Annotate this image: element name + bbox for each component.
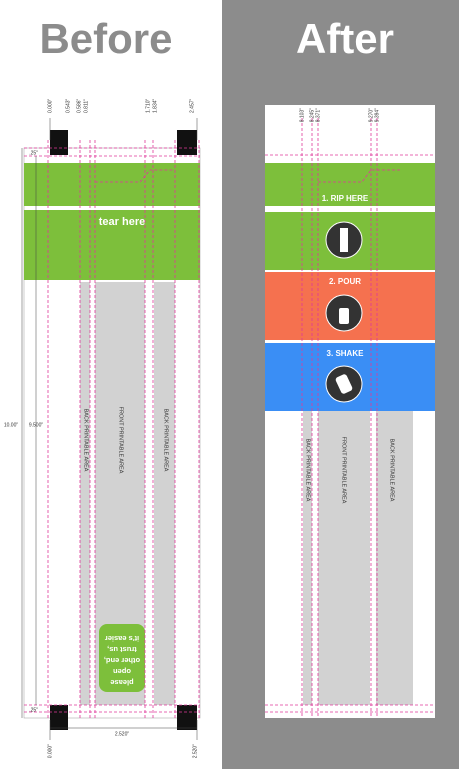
green-band (24, 210, 200, 280)
back-area (154, 282, 175, 705)
step-label: 3. SHAKE (327, 349, 365, 358)
dim-label: 2.457" (189, 98, 195, 113)
dim-label: 2.520" (192, 744, 198, 759)
dim-label: 0.811" (83, 99, 89, 113)
dim-label: .25" (29, 150, 38, 156)
before-diagram: tear here BACK PRINTABLE AREA FRONT PRIN… (4, 98, 201, 759)
after-diagram: 1. RIP HERE 2. POUR 3. SHAKE BACK PRINTA… (265, 105, 435, 718)
back-area (303, 411, 312, 705)
tear-label: tear here (99, 216, 145, 228)
corner (50, 130, 68, 155)
area-label: BACK PRINTABLE AREA (305, 439, 311, 502)
front-area (318, 411, 370, 705)
step-label: 1. RIP HERE (322, 194, 369, 203)
shake-icon-shape (335, 374, 353, 394)
guides (24, 140, 200, 718)
step-label: 2. POUR (329, 277, 361, 286)
dim-label: 8.103" (299, 108, 305, 123)
dim-label: 1.834" (152, 98, 158, 113)
before-title: Before (39, 15, 172, 62)
note-line: please (110, 678, 133, 687)
dim-label: 8.371" (315, 108, 321, 123)
green-band (24, 163, 200, 206)
green-band (265, 163, 435, 206)
dimension-lines (21, 118, 198, 740)
after-title: After (296, 15, 394, 62)
dim-label: 0.586" (76, 98, 82, 113)
corner (177, 130, 197, 155)
note-box (99, 624, 145, 692)
dim-label: 2.520" (115, 731, 130, 737)
dim-label: 9.500" (29, 422, 44, 428)
dim-label: 0.543" (65, 98, 71, 113)
back-area (376, 411, 413, 705)
area-label: BACK PRINTABLE AREA (83, 409, 89, 472)
area-label: BACK PRINTABLE AREA (389, 439, 395, 502)
dim-label: 1.710" (145, 98, 151, 113)
pour-icon-shape (339, 308, 349, 324)
dim-label: .25" (29, 707, 38, 713)
area-label: FRONT PRINTABLE AREA (118, 407, 124, 474)
dim-label: 0.000" (47, 744, 53, 759)
corner (50, 705, 68, 730)
note-line: other end, (104, 656, 140, 665)
note-line: it's easier (105, 634, 139, 643)
guides (265, 118, 435, 718)
dim-label: 9.270" (368, 108, 374, 123)
area-label: FRONT PRINTABLE AREA (341, 437, 347, 504)
dim-label: 0.000" (47, 98, 53, 113)
dim-label: 9.394" (374, 108, 380, 123)
area-label: BACK PRINTABLE AREA (163, 409, 169, 472)
dim-label: 10.00" (4, 422, 19, 428)
rip-icon-shape (340, 228, 348, 252)
note-line: trust us, (107, 645, 137, 654)
corner (177, 705, 197, 730)
dim-label: 8.245" (309, 108, 315, 123)
note: please open other end, trust us, it's ea… (104, 634, 140, 687)
back-area (80, 282, 90, 705)
note-line: open (113, 667, 131, 676)
